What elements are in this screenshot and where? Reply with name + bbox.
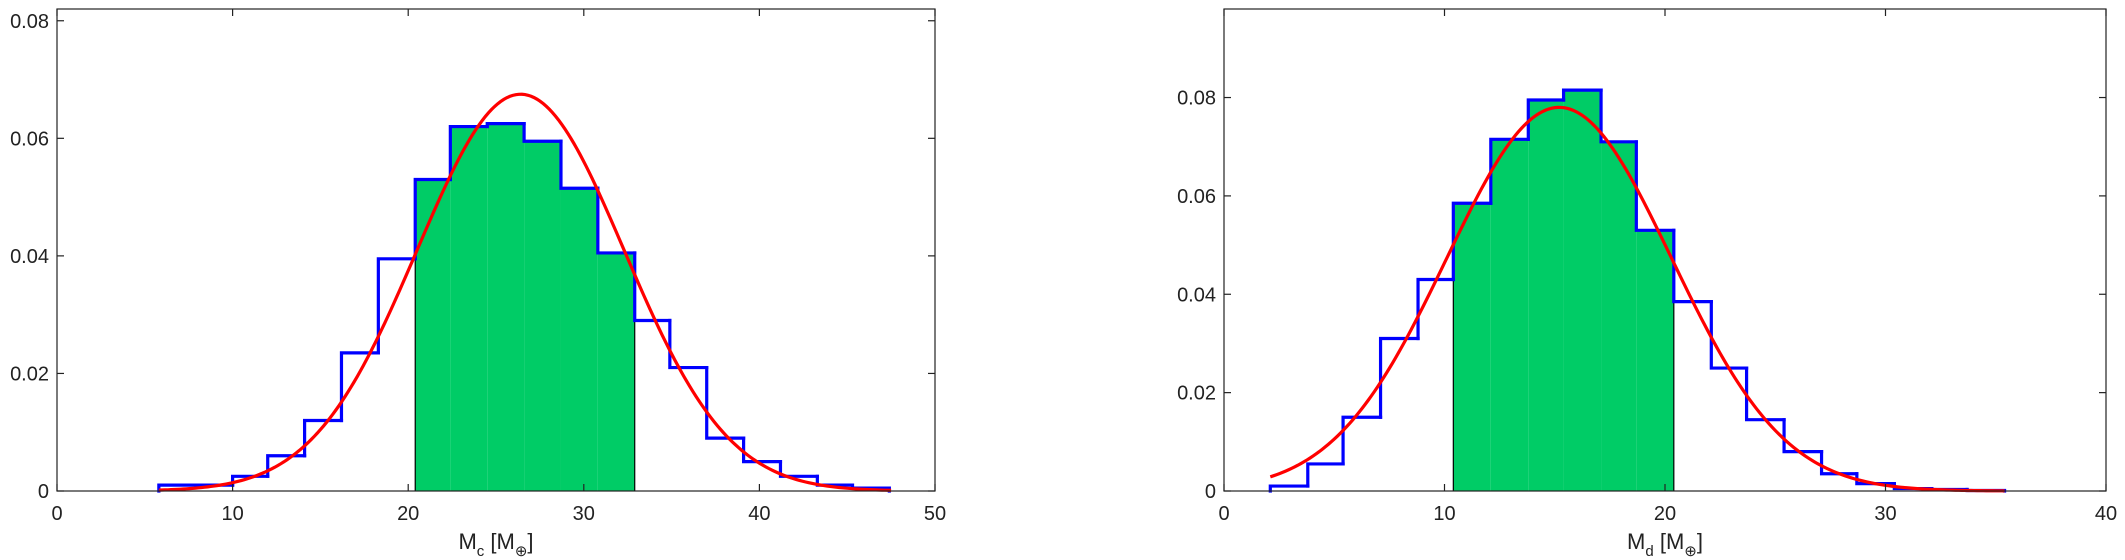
histogram-bin	[1268, 484, 1310, 493]
histogram-bin	[1526, 98, 1566, 141]
x-tick-label: 40	[2095, 503, 2117, 525]
x-tick-label: 20	[397, 503, 419, 525]
x-tick-label: 50	[924, 503, 946, 525]
shaded-bar	[560, 188, 598, 491]
histogram-bin	[741, 436, 783, 464]
shaded-bar	[1601, 141, 1637, 492]
y-tick-label: 0.02	[10, 363, 49, 385]
histogram-bin	[778, 460, 819, 478]
x-tick-label: 40	[748, 503, 770, 525]
x-tick-label: 0	[1218, 503, 1229, 525]
histogram-bin	[1819, 450, 1859, 476]
shaded-bar	[1636, 230, 1674, 491]
histogram-bin	[1451, 201, 1493, 282]
chart-1: 0 10 20 30 40 50 0 0.02 0.04 0.06 0.08 Mc [M⊕]	[10, 8, 946, 560]
histogram-bin	[1599, 88, 1638, 144]
histogram-bin	[668, 318, 709, 370]
shaded-bar	[487, 123, 525, 491]
x-axis-label: Md [M⊕]	[1627, 529, 1703, 560]
histogram-bin	[596, 186, 637, 255]
histogram-bin	[339, 351, 380, 423]
shaded-bar	[1528, 99, 1564, 491]
x-axis-label: Mc [M⊕]	[458, 529, 533, 560]
chart-2: 0 10 20 30 40 0 0.02 0.04 0.06 0.08 Md [M⊕]	[1177, 8, 2117, 560]
histogram-bin	[1341, 415, 1383, 466]
histogram-bin	[559, 139, 600, 190]
shaded-bar	[450, 126, 488, 491]
shaded-bar	[597, 252, 635, 491]
plot-frame	[56, 8, 936, 492]
y-tick-label: 0.02	[1177, 383, 1216, 405]
y-tick-label: 0.08	[10, 11, 49, 33]
shaded-bar	[524, 141, 561, 491]
histogram-bin	[1782, 418, 1824, 454]
histogram-bin	[1744, 366, 1786, 422]
histogram-bin	[413, 177, 452, 261]
y-tick-label: 0.08	[1177, 88, 1216, 110]
histogram-bin	[1709, 300, 1749, 370]
histogram-bin	[376, 257, 417, 355]
y-tick-label: 0.06	[1177, 186, 1216, 208]
x-tick-label: 0	[51, 503, 62, 525]
histogram-bin	[448, 124, 489, 182]
histogram-bin	[1489, 137, 1530, 205]
shaded-bar	[1490, 139, 1529, 491]
shaded-bar	[1453, 203, 1491, 491]
y-tick-label: 0	[38, 481, 49, 503]
histogram-bin	[1561, 88, 1603, 102]
histogram-bin	[485, 122, 526, 129]
histogram-bin	[522, 122, 563, 143]
histogram-bin	[1306, 462, 1345, 488]
x-tick-label: 10	[1433, 503, 1455, 525]
shaded-bar	[415, 179, 451, 491]
histogram-bin	[1672, 228, 1713, 304]
y-tick-label: 0.04	[1177, 284, 1216, 306]
shaded-bar	[1563, 90, 1602, 491]
histogram-bin	[1634, 140, 1676, 232]
x-tick-label: 10	[221, 503, 243, 525]
histogram-bin	[705, 365, 746, 440]
x-tick-label: 20	[1654, 503, 1676, 525]
y-tick-label: 0	[1205, 481, 1216, 503]
fit-curve	[1269, 105, 2005, 493]
fit-curve	[158, 92, 892, 492]
x-tick-label: 30	[573, 503, 595, 525]
y-tick-label: 0.04	[10, 246, 49, 268]
x-tick-label: 30	[1874, 503, 1896, 525]
y-tick-label: 0.06	[10, 128, 49, 150]
